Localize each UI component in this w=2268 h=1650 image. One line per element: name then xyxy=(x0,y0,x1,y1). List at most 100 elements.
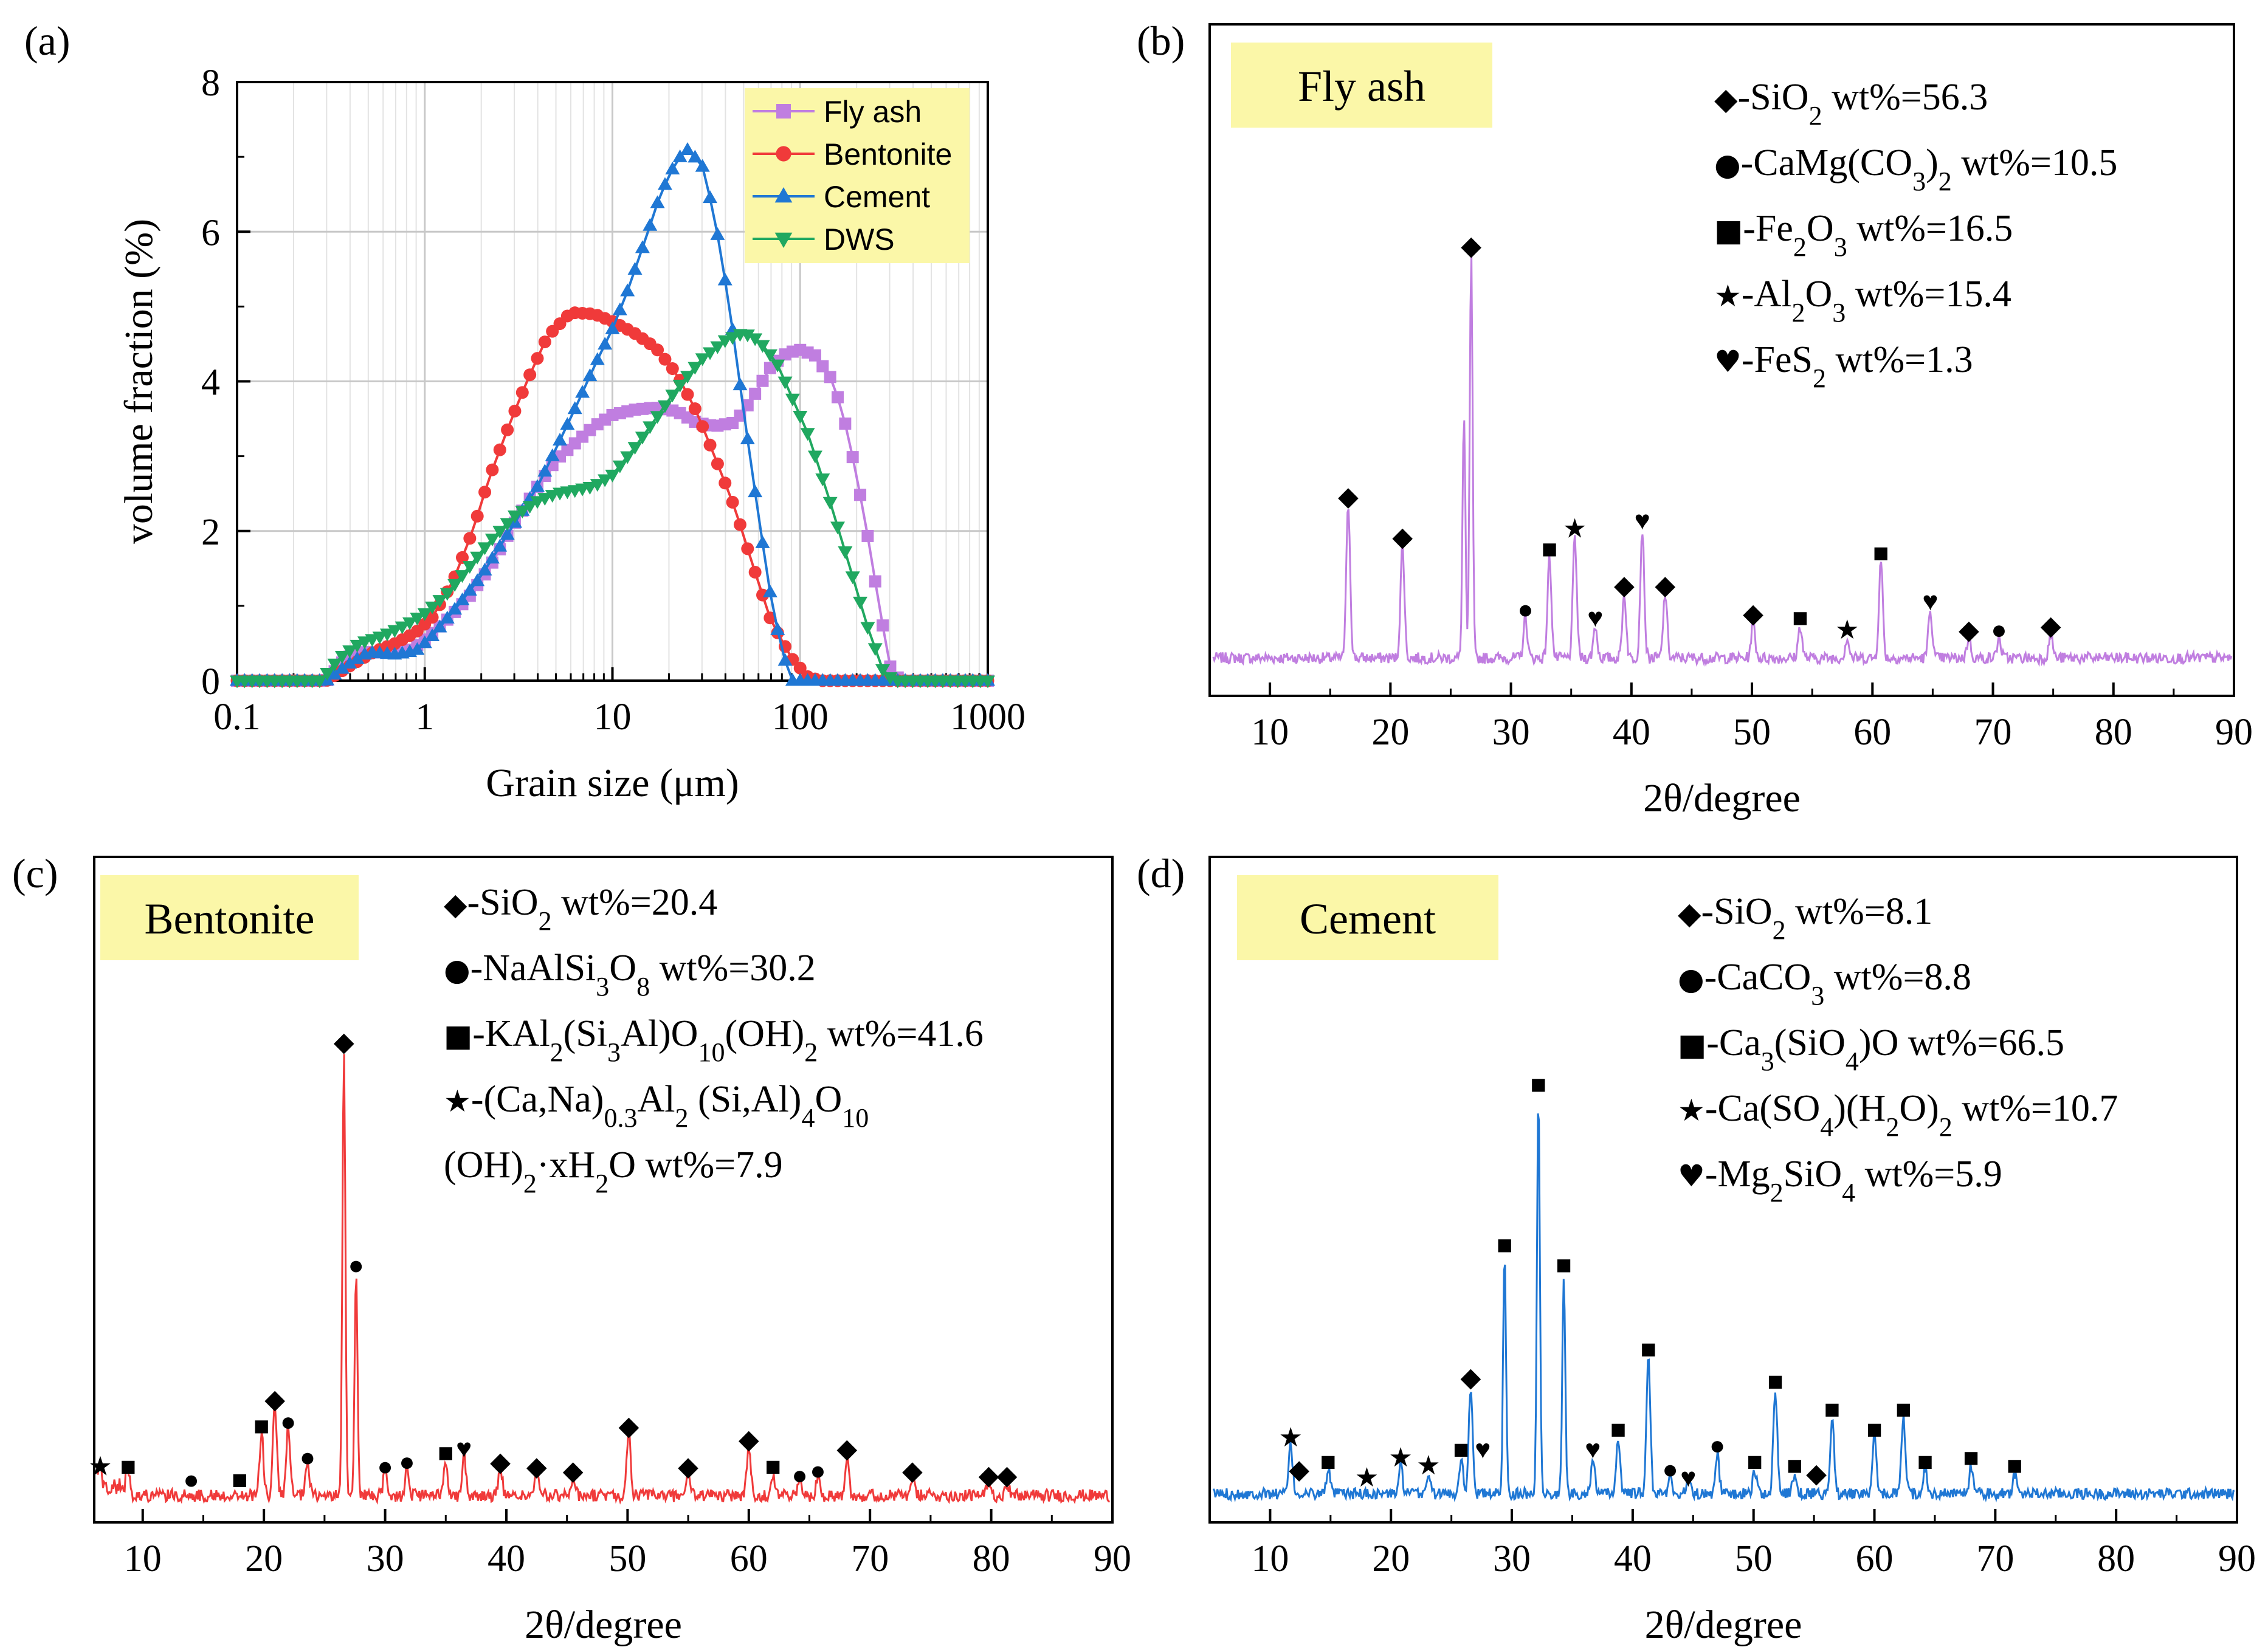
data-point xyxy=(470,573,485,586)
legend-subscript: 3 xyxy=(596,972,609,1002)
legend-symbol: ● xyxy=(1678,961,1704,997)
data-point xyxy=(696,420,709,433)
legend-entry: ♥-FeS2 wt%=1.3 xyxy=(1714,339,1973,393)
data-point xyxy=(703,190,718,204)
legend-text: (OH) xyxy=(725,1013,804,1054)
data-point xyxy=(776,104,791,119)
phase-marker: ● xyxy=(300,1443,316,1473)
phase-marker: ◆ xyxy=(836,1434,857,1463)
data-point xyxy=(884,660,897,673)
data-point xyxy=(740,431,755,445)
data-point xyxy=(508,404,522,418)
x-tick-label: 50 xyxy=(608,1538,646,1580)
data-point xyxy=(605,469,620,483)
data-point xyxy=(793,661,807,675)
data-point xyxy=(590,352,605,365)
data-point xyxy=(762,584,777,597)
x-tick-label: 20 xyxy=(1371,712,1409,753)
data-point xyxy=(815,473,830,487)
legend-text: wt%=8.8 xyxy=(1824,957,1971,998)
legend-entry: ●-NaAlSi3O8 wt%=30.2 xyxy=(444,947,816,1002)
data-point xyxy=(830,521,845,535)
data-point xyxy=(530,496,545,509)
x-tick-label: 80 xyxy=(2097,1538,2135,1580)
data-point xyxy=(643,421,658,435)
legend-text: -Al xyxy=(1742,273,1792,315)
data-point xyxy=(432,595,447,608)
data-point xyxy=(681,388,694,401)
data-point xyxy=(582,368,598,382)
data-point xyxy=(695,353,710,366)
legend-subscript: 3 xyxy=(1834,232,1847,262)
data-point xyxy=(651,343,664,357)
legend-subscript: 3 xyxy=(1912,167,1926,196)
data-point xyxy=(463,532,477,545)
phase-marker: ◆ xyxy=(563,1456,584,1486)
data-point xyxy=(567,401,582,414)
data-point xyxy=(748,565,762,579)
legend-text: wt%=15.4 xyxy=(1846,273,2011,315)
phase-marker: ■ xyxy=(253,1411,270,1441)
x-tick-label: 80 xyxy=(973,1538,1010,1580)
legend-text: -(Ca,Na) xyxy=(471,1079,604,1120)
legend-symbol: ■ xyxy=(1714,213,1743,248)
phase-marker: ● xyxy=(810,1456,826,1486)
data-point xyxy=(672,379,688,393)
data-point xyxy=(807,450,822,464)
data-point xyxy=(402,617,418,630)
data-point xyxy=(695,159,710,172)
x-tick-label: 90 xyxy=(2218,1538,2256,1580)
data-point xyxy=(877,619,889,632)
legend-text: -NaAlSi xyxy=(470,947,596,989)
panel-label-b: (b) xyxy=(1137,18,1185,64)
legend-subscript: 3 xyxy=(607,1037,621,1067)
data-point xyxy=(456,551,469,564)
data-point xyxy=(748,333,763,346)
panel-label-d: (d) xyxy=(1137,850,1185,896)
data-point xyxy=(774,232,793,248)
data-point xyxy=(462,561,477,574)
data-point xyxy=(477,542,492,555)
phase-marker: ■ xyxy=(1453,1435,1469,1465)
phase-marker: ● xyxy=(1709,1431,1726,1460)
phase-marker: ● xyxy=(280,1407,297,1437)
data-point xyxy=(883,672,898,686)
data-point xyxy=(703,438,717,452)
x-axis-label-a: Grain size (μm) xyxy=(486,761,739,805)
data-point xyxy=(981,675,995,689)
data-point xyxy=(725,332,740,345)
data-point xyxy=(455,570,470,583)
data-point xyxy=(748,484,763,498)
legend-entry: ★-(Ca,Na)0.3Al2 (Si,Al)4O10 xyxy=(444,1079,869,1133)
data-point xyxy=(860,622,875,635)
x-tick-label: 50 xyxy=(1735,1538,1773,1580)
data-point xyxy=(717,335,732,348)
legend-subscript: 3 xyxy=(1811,981,1824,1011)
phase-marker: ◆ xyxy=(1461,231,1481,261)
phase-marker: ◆ xyxy=(526,1451,547,1481)
data-point xyxy=(657,177,672,190)
data-point xyxy=(839,418,852,430)
legend-entry: ★-Ca(SO4)(H2O)2 wt%=10.7 xyxy=(1678,1088,2118,1142)
legend-symbol: ● xyxy=(1714,147,1741,182)
data-point xyxy=(522,501,537,514)
legend-subscript: 8 xyxy=(636,972,650,1002)
legend-subscript: 3 xyxy=(1761,1047,1774,1076)
phase-marker: ■ xyxy=(765,1451,781,1481)
data-point xyxy=(672,149,688,162)
phase-marker: ■ xyxy=(1873,538,1889,568)
phase-marker: ◆ xyxy=(1614,571,1635,600)
data-point xyxy=(666,362,679,376)
data-point xyxy=(688,402,701,416)
legend-text: (OH) xyxy=(444,1144,523,1186)
legend-subscript: 4 xyxy=(1846,1047,1859,1076)
data-point xyxy=(726,495,739,509)
x-tick-label: 60 xyxy=(730,1538,768,1580)
phase-marker: ♥ xyxy=(1585,1435,1601,1465)
legend-text: -Fe xyxy=(1743,208,1793,249)
data-point xyxy=(439,588,455,601)
legend-subscript: 2 xyxy=(1939,1112,1953,1142)
